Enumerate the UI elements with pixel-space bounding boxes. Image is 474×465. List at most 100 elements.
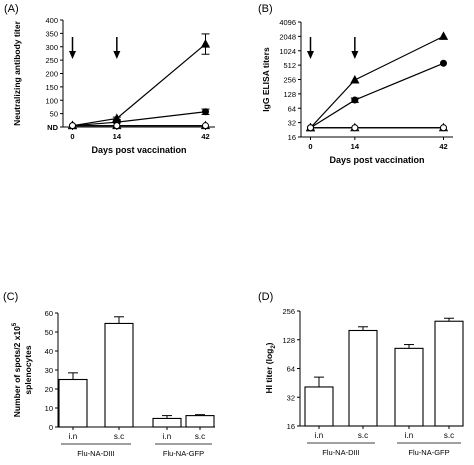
y-tick-label: 256 xyxy=(283,76,296,85)
category-label: s.c xyxy=(114,432,124,441)
y-tick-label: 200 xyxy=(45,70,58,79)
y-axis-label-line2: splenocytes xyxy=(23,345,33,394)
x-tick-label: 0 xyxy=(70,132,74,141)
y-tick-label: 0 xyxy=(49,423,53,432)
y-tick-label: 128 xyxy=(283,90,296,99)
y-tick-label: 32 xyxy=(287,393,295,402)
bar xyxy=(152,417,182,428)
data-point xyxy=(440,59,447,67)
series-line xyxy=(72,43,206,127)
y-axis-label: Number of spots/2 x105 xyxy=(12,322,22,417)
arrow-head xyxy=(307,51,314,59)
data-point xyxy=(351,124,359,132)
series-3 xyxy=(69,122,209,130)
vaccination-arrow xyxy=(351,37,359,59)
series-1 xyxy=(307,59,447,132)
arrow-head xyxy=(351,51,359,59)
bar-group xyxy=(304,376,334,429)
bar xyxy=(434,320,464,427)
series-0 xyxy=(305,31,449,132)
y-tick-label: 50 xyxy=(45,328,53,337)
y-tick-label: 20 xyxy=(45,385,53,394)
panel-label: (D) xyxy=(258,291,273,303)
y-tick-label: 2048 xyxy=(279,32,296,41)
category-label: i.n xyxy=(69,432,77,441)
y-tick-label: 64 xyxy=(288,104,296,113)
y-axis-label-exponent: 5 xyxy=(12,322,18,326)
vaccination-arrow xyxy=(113,37,121,59)
arrow-head xyxy=(113,51,121,59)
y-tick-label: 150 xyxy=(45,83,58,92)
x-axis-label: Days post vaccination xyxy=(329,155,424,165)
bar-group xyxy=(434,317,464,429)
category-label: i.n xyxy=(163,432,171,441)
series-line xyxy=(310,62,444,129)
vaccination-arrow xyxy=(307,37,314,59)
y-tick-label: 60 xyxy=(45,309,53,318)
bar-group xyxy=(104,316,134,430)
data-point xyxy=(202,122,209,130)
series-3 xyxy=(307,124,447,132)
category-label: i.n xyxy=(405,431,413,440)
x-axis-label: Days post vaccination xyxy=(91,145,186,155)
y-axis-label-end: ) xyxy=(264,342,274,345)
data-point xyxy=(69,122,76,130)
series-0 xyxy=(67,33,211,130)
data-point xyxy=(438,31,449,40)
y-tick-label: 16 xyxy=(288,133,296,142)
y-axis-label: Neutralizing antibody titer xyxy=(12,20,22,126)
y-axis-label-main: Number of spots/2 x10 xyxy=(12,326,22,417)
y-tick-label: 300 xyxy=(45,43,58,52)
category-label: s.c xyxy=(444,431,454,440)
x-tick-label: 0 xyxy=(308,142,312,151)
category-label: i.n xyxy=(315,431,323,440)
series-line xyxy=(72,111,206,127)
bar-group xyxy=(394,344,424,429)
y-tick-label: 10 xyxy=(45,404,53,413)
bar xyxy=(394,347,424,427)
group-label: Flu-NA-GFP xyxy=(408,448,449,457)
x-tick-label: 42 xyxy=(439,142,447,151)
category-label: s.c xyxy=(358,431,368,440)
y-tick-label: 100 xyxy=(45,96,58,105)
bar-group xyxy=(185,414,215,430)
x-tick-label: 14 xyxy=(113,132,122,141)
data-point xyxy=(350,74,360,84)
bar xyxy=(185,415,215,428)
y-tick-label: 50 xyxy=(50,110,58,119)
data-point xyxy=(202,108,209,116)
bar xyxy=(104,322,134,428)
y-tick-label: 512 xyxy=(283,61,296,70)
y-axis-label: IgG ELISA titers xyxy=(261,47,271,112)
bar xyxy=(348,329,378,427)
data-point xyxy=(351,96,359,104)
panel-label: (C) xyxy=(3,291,18,303)
y-tick-label: 250 xyxy=(45,56,58,65)
y-axis-label-subscript: 2 xyxy=(271,345,277,349)
bar xyxy=(304,386,334,427)
x-tick-label: 42 xyxy=(201,132,209,141)
bar-group xyxy=(348,326,378,429)
y-axis-label: HI titer (log2) xyxy=(264,342,277,393)
y-tick-label: 4096 xyxy=(279,18,296,27)
group-label: Flu-NA-DIII xyxy=(77,449,115,458)
y-tick-label: 1024 xyxy=(279,47,296,56)
panel-label: (B) xyxy=(258,3,273,15)
y-tick-label: 128 xyxy=(282,336,295,345)
y-tick-label: 350 xyxy=(45,29,58,38)
data-point xyxy=(200,39,211,48)
vaccination-arrow xyxy=(69,37,76,59)
data-point xyxy=(113,122,121,130)
y-tick-label: 64 xyxy=(287,365,295,374)
category-label: s.c xyxy=(195,432,205,441)
bar xyxy=(58,378,88,428)
bar-group xyxy=(152,415,182,430)
y-tick-label: 32 xyxy=(288,119,296,128)
y-tick-label: 40 xyxy=(45,347,53,356)
y-axis-label-main: HI titer (log xyxy=(264,349,274,394)
y-tick-label: 30 xyxy=(45,366,53,375)
data-point xyxy=(307,124,314,132)
bar-group xyxy=(58,372,88,430)
